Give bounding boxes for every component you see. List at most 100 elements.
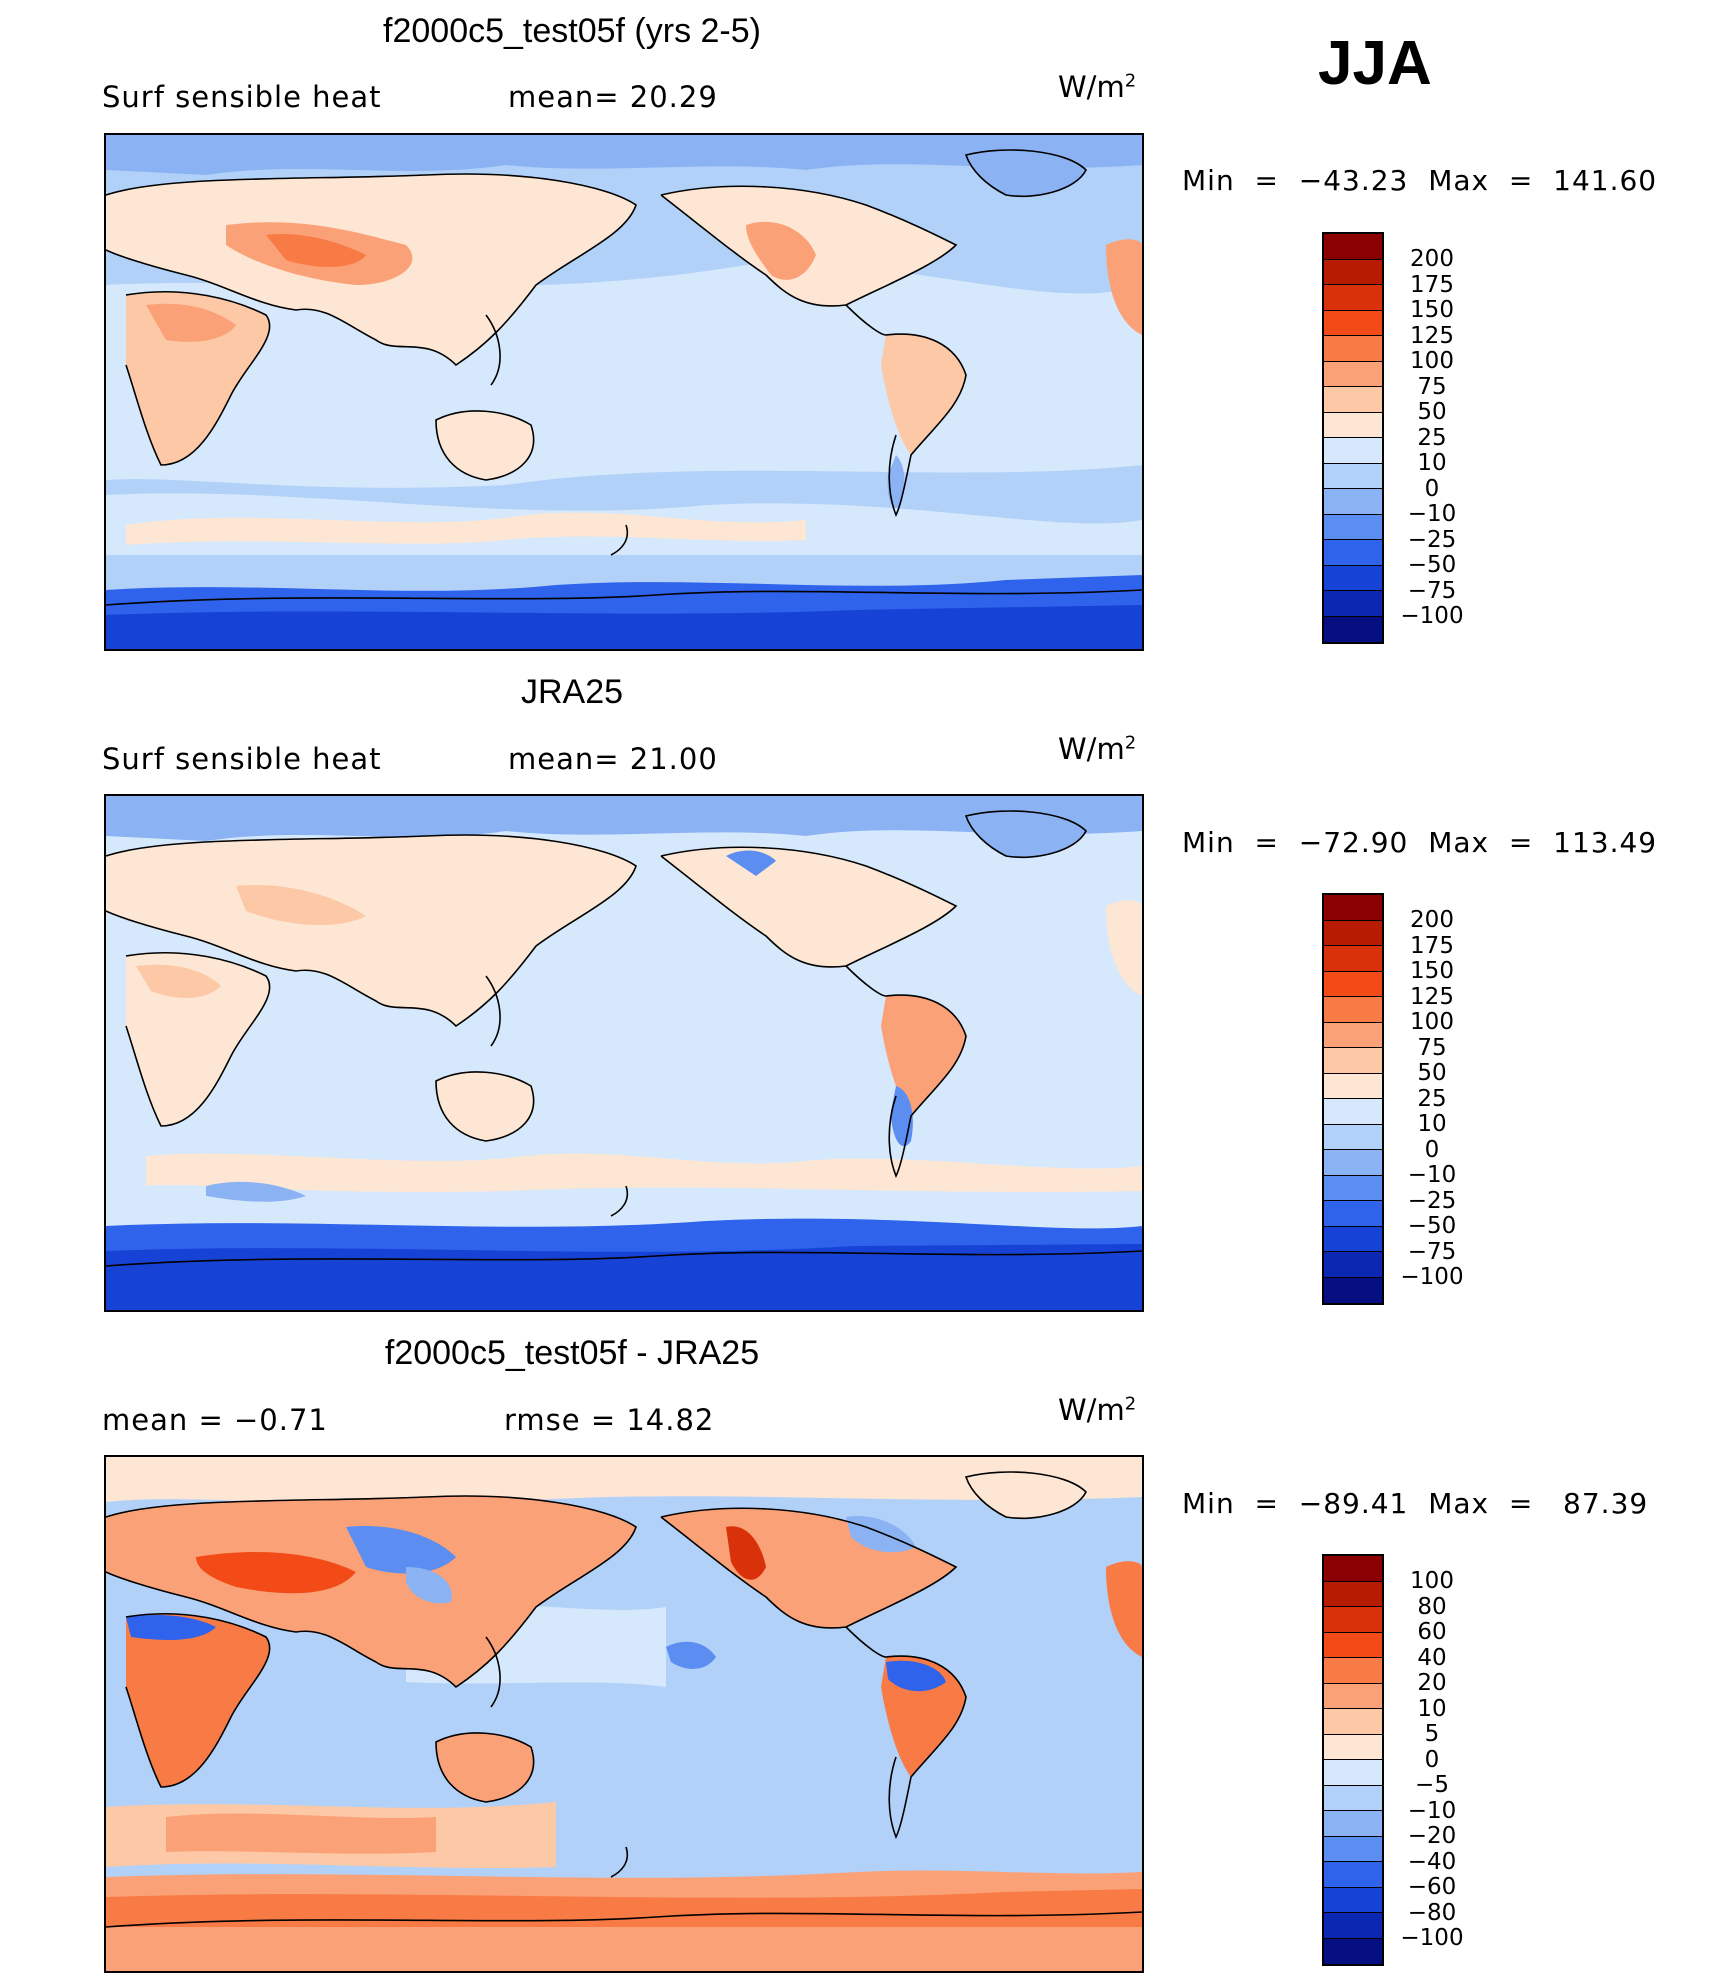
colorbar-swatch [1324, 310, 1382, 336]
colorbar-swatch [1324, 1252, 1382, 1278]
colorbar-tick-label: 60 [1417, 1619, 1447, 1645]
colorbar-swatch [1324, 895, 1382, 921]
mean-label: mean = −0.71 [102, 1403, 328, 1437]
map-reference [104, 794, 1144, 1312]
colorbar-tick-label: −25 [1407, 526, 1457, 553]
colorbar-tick-label: −40 [1407, 1848, 1457, 1875]
colorbar-swatch [1324, 920, 1382, 946]
colorbar-tick-label: −80 [1407, 1899, 1457, 1926]
colorbar-tick-label: −10 [1407, 1162, 1457, 1188]
colorbar-swatch [1324, 1632, 1382, 1658]
colorbar-tick-label: 10 [1417, 450, 1447, 476]
mean-label: mean= 21.00 [508, 742, 718, 776]
colorbar-swatch [1324, 540, 1382, 566]
colorbar-swatch [1324, 1709, 1382, 1735]
colorbar [1322, 893, 1384, 1305]
colorbar-tick-label: −10 [1407, 501, 1457, 527]
colorbar-swatch [1324, 259, 1382, 285]
colorbar-ticks: 200 175 150 125 100 75 50 25 10 0 −10 −25 −50 −75 −100 [1392, 246, 1472, 630]
colorbar-tick-label: 25 [1417, 424, 1447, 451]
mean-label: mean= 20.29 [508, 80, 718, 114]
colorbar-tick-label: 175 [1410, 271, 1454, 298]
colorbar-swatch [1324, 1048, 1382, 1074]
variable-label: Surf sensible heat [102, 742, 382, 776]
colorbar-tick-label: 80 [1417, 1593, 1447, 1620]
colorbar-swatch [1324, 1175, 1382, 1201]
colorbar-tick-label: −100 [1400, 1925, 1464, 1951]
colorbar-swatch [1324, 1887, 1382, 1913]
colorbar-swatch [1324, 591, 1382, 617]
colorbar-swatch [1324, 489, 1382, 515]
colorbar-tick-label: 0 [1424, 475, 1440, 502]
colorbar-swatch [1324, 387, 1382, 413]
colorbar-tick-label: 125 [1410, 983, 1454, 1010]
colorbar-tick-label: 150 [1410, 958, 1454, 984]
colorbar-tick-label: −60 [1407, 1874, 1457, 1900]
colorbar-tick-label: 0 [1424, 1136, 1440, 1163]
colorbar-swatch [1324, 1734, 1382, 1760]
colorbar-swatch [1324, 1073, 1382, 1099]
colorbar-swatch [1324, 1581, 1382, 1607]
colorbar-swatch [1324, 1785, 1382, 1811]
colorbar-tick-label: 100 [1410, 1568, 1454, 1594]
colorbar-swatch [1324, 412, 1382, 438]
variable-label: Surf sensible heat [102, 80, 382, 114]
colorbar-swatch [1324, 1938, 1382, 1964]
colorbar-swatch [1324, 336, 1382, 362]
colorbar-swatch [1324, 1683, 1382, 1709]
colorbar-swatch [1324, 1607, 1382, 1633]
colorbar-swatch [1324, 1099, 1382, 1125]
colorbar-swatch [1324, 285, 1382, 311]
colorbar-tick-label: 100 [1410, 348, 1454, 374]
colorbar-swatch [1324, 1556, 1382, 1582]
map-model [104, 133, 1144, 651]
min-max-readout: Min = −43.23 Max = 141.60 [1182, 164, 1658, 197]
colorbar-swatch [1324, 616, 1382, 642]
colorbar [1322, 232, 1384, 644]
colorbar-swatch [1324, 514, 1382, 540]
units-label: W/m2 [1058, 1393, 1137, 1427]
colorbar-tick-label: 20 [1417, 1670, 1447, 1696]
colorbar-tick-label: −25 [1407, 1187, 1457, 1214]
panel-title: f2000c5_test05f (yrs 2-5) [383, 12, 761, 50]
min-max-readout: Min = −72.90 Max = 113.49 [1182, 826, 1658, 859]
colorbar-tick-label: −20 [1407, 1823, 1457, 1849]
colorbar-swatch [1324, 361, 1382, 387]
season-label: JJA [1318, 29, 1432, 98]
colorbar-swatch [1324, 997, 1382, 1023]
colorbar-swatch [1324, 1022, 1382, 1048]
map-difference [104, 1455, 1144, 1973]
colorbar-swatch [1324, 1226, 1382, 1252]
colorbar-tick-label: −10 [1407, 1797, 1457, 1824]
colorbar-swatch [1324, 971, 1382, 997]
colorbar-swatch [1324, 1811, 1382, 1837]
units-label: W/m2 [1058, 732, 1137, 766]
colorbar-tick-label: 10 [1417, 1695, 1447, 1722]
colorbar-swatch [1324, 946, 1382, 972]
min-max-readout: Min = −89.41 Max = 87.39 [1182, 1487, 1649, 1520]
colorbar-tick-label: 5 [1424, 1721, 1440, 1747]
colorbar-tick-label: 10 [1417, 1111, 1447, 1137]
colorbar-swatch [1324, 1760, 1382, 1786]
colorbar-tick-label: 200 [1410, 907, 1454, 933]
colorbar-tick-label: −100 [1400, 603, 1464, 629]
colorbar [1322, 1554, 1384, 1966]
colorbar-tick-label: 75 [1417, 373, 1447, 400]
colorbar-tick-label: −75 [1407, 1238, 1457, 1265]
colorbar-swatch [1324, 1913, 1382, 1939]
colorbar-tick-label: −75 [1407, 577, 1457, 604]
colorbar-swatch [1324, 565, 1382, 591]
colorbar-swatch [1324, 463, 1382, 489]
colorbar-tick-label: 50 [1417, 399, 1447, 425]
colorbar-swatch [1324, 1201, 1382, 1227]
colorbar-tick-label: −50 [1407, 1213, 1457, 1239]
colorbar-tick-label: −100 [1400, 1264, 1464, 1290]
rmse-label: rmse = 14.82 [504, 1403, 715, 1437]
colorbar-tick-label: 25 [1417, 1085, 1447, 1112]
colorbar-tick-label: 200 [1410, 246, 1454, 272]
colorbar-swatch [1324, 234, 1382, 260]
colorbar-ticks: 200 175 150 125 100 75 50 25 10 0 −10 −25 −50 −75 −100 [1392, 907, 1472, 1291]
colorbar-ticks: 100 80 60 40 20 10 5 0 −5 −10 −20 −40 −60 −80 −100 [1392, 1568, 1472, 1952]
colorbar-tick-label: −50 [1407, 552, 1457, 578]
colorbar-tick-label: 50 [1417, 1060, 1447, 1086]
